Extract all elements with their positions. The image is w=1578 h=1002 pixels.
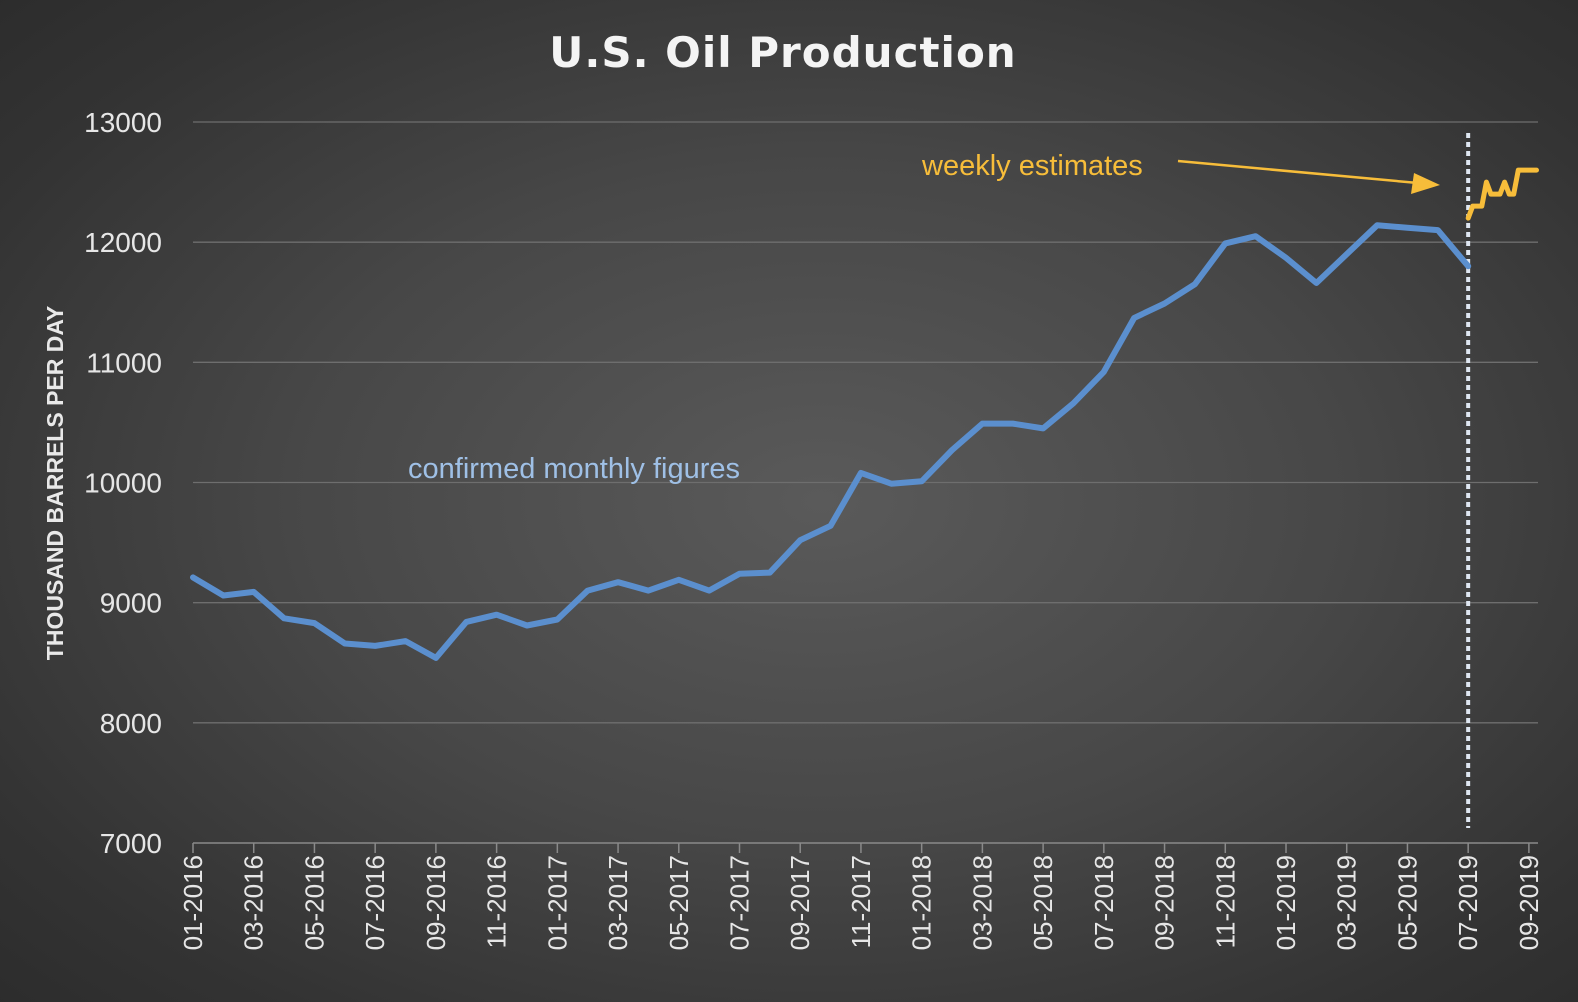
y-tick-label: 11000 — [86, 347, 162, 378]
x-tick-label: 07-2018 — [1089, 855, 1119, 950]
arrow-shaft — [1177, 159, 1419, 185]
x-tick-label: 03-2019 — [1332, 855, 1362, 950]
x-tick-label: 01-2018 — [907, 855, 937, 950]
x-tick-label: 09-2019 — [1514, 855, 1544, 950]
x-tick-label: 11-2018 — [1210, 855, 1240, 949]
x-tick-label: 05-2016 — [299, 855, 329, 950]
x-tick-label: 09-2018 — [1150, 855, 1180, 950]
weekly-annotation: weekly estimates — [921, 150, 1143, 182]
x-tick-label: 05-2019 — [1392, 855, 1422, 950]
monthly-annotation: confirmed monthly figures — [408, 453, 740, 485]
x-tick-label: 11-2016 — [482, 855, 512, 949]
y-tick-label: 13000 — [84, 107, 162, 138]
x-tick-label: 07-2017 — [725, 855, 755, 950]
y-tick-label: 10000 — [84, 468, 162, 499]
x-tick-label: 03-2018 — [967, 855, 997, 950]
x-tick-label: 09-2017 — [785, 855, 815, 950]
x-tick-label: 07-2016 — [360, 855, 390, 950]
y-tick-label: 9000 — [100, 588, 162, 619]
gridlines — [193, 121, 1538, 724]
arrow-head — [1411, 173, 1440, 194]
series-layer — [190, 133, 1539, 828]
y-axis-label: THOUSAND BARRELS PER DAY — [42, 306, 68, 660]
x-tick-label: 01-2016 — [178, 855, 208, 950]
x-tick-label: 05-2018 — [1028, 855, 1058, 950]
y-tick-label: 7000 — [100, 828, 162, 859]
x-tick-label: 03-2016 — [239, 855, 269, 950]
axes: 7000 8000 9000 10000 11000 12000 13000 01-2016 0… — [84, 107, 1544, 950]
y-tick-label: 12000 — [84, 227, 162, 258]
x-tick-label: 07-2019 — [1453, 855, 1483, 950]
chart-title: U.S. Oil Production — [549, 28, 1016, 77]
weekly-annotation-arrow — [1177, 159, 1440, 194]
x-tick-label: 01-2019 — [1271, 855, 1301, 950]
x-tick-label: 09-2016 — [421, 855, 451, 950]
x-tick-label: 05-2017 — [664, 855, 694, 950]
monthly-series-line — [190, 222, 1472, 661]
x-tick-label: 03-2017 — [603, 855, 633, 950]
x-tick-label: 01-2017 — [542, 855, 572, 950]
x-tick-label: 11-2017 — [846, 855, 876, 949]
y-tick-label: 8000 — [100, 708, 162, 739]
weekly-series-line — [1465, 167, 1539, 221]
